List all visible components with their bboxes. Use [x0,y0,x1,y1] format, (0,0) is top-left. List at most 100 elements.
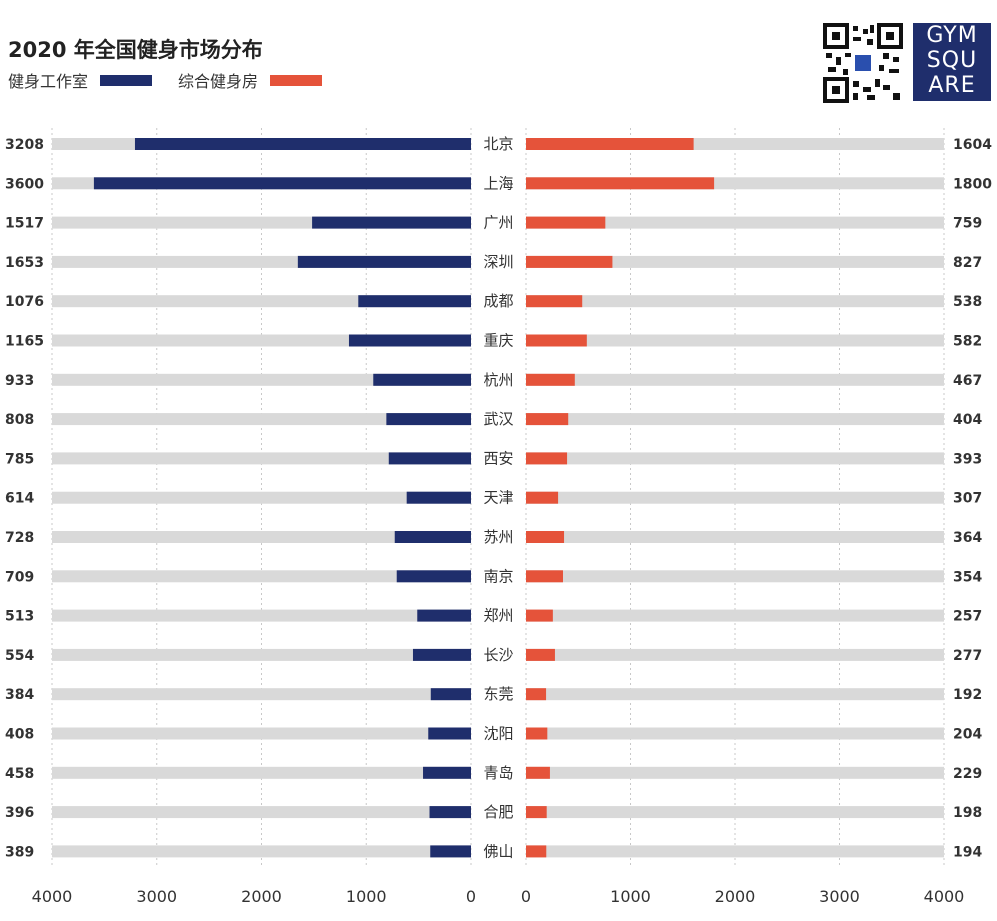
logo-line-3: ARE [928,73,976,98]
value-label-gym: 229 [953,766,982,782]
bar-track-right [526,648,944,661]
bar-studio [394,531,471,543]
value-label-gym: 467 [953,373,982,389]
bar-studio [373,373,471,386]
bar-gym [526,609,553,622]
bar-studio [430,845,471,858]
category-label: 合肥 [483,803,513,821]
bar-gym [526,295,583,308]
bar-gym [526,452,568,465]
tick-label-right: 0 [521,887,531,906]
value-label-gym: 1800 [953,176,992,192]
bar-gym [526,255,613,268]
category-label: 上海 [483,174,513,192]
bar-track-right [526,452,944,465]
bar-track-right [526,334,944,347]
value-label-studio: 389 [5,844,34,860]
bar-track-left [52,373,471,386]
value-label-gym: 277 [953,648,982,664]
bar-track-left [52,609,471,622]
value-label-studio: 933 [5,373,34,389]
category-label: 南京 [483,567,513,585]
logo-line-1: GYM [926,23,978,48]
value-label-studio: 1165 [5,334,44,350]
gymsquare-logo: GYM SQU ARE [913,23,991,101]
bar-track-right [526,255,944,268]
value-label-gym: 198 [953,805,982,821]
tick-label-right: 2000 [715,887,756,906]
value-label-gym: 1604 [953,137,992,153]
category-label: 东莞 [483,685,513,703]
bar-studio [358,295,471,308]
value-label-studio: 396 [5,805,34,821]
bar-gym [526,727,548,740]
bar-gym [526,373,575,386]
legend-label-gym: 综合健身房 [178,72,259,91]
bar-studio [417,609,471,622]
category-label: 深圳 [483,253,513,271]
value-label-studio: 1517 [5,216,44,232]
tick-label-right: 1000 [610,887,651,906]
bar-studio [386,413,471,426]
value-label-gym: 307 [953,491,982,507]
bar-studio [396,570,471,583]
value-label-gym: 194 [953,844,982,860]
qr-code-icon [823,23,903,103]
value-label-gym: 404 [953,412,982,428]
bar-studio [388,452,471,465]
bar-gym [526,177,715,190]
bar-track-left [52,648,471,661]
legend-swatch-studio [100,74,153,86]
bar-gym [526,491,559,504]
bar-track-left [52,491,471,504]
tick-label-left: 2000 [241,887,282,906]
value-label-studio: 408 [5,727,34,743]
bar-track-right [526,295,944,308]
category-label: 西安 [483,449,513,467]
category-label: 沈阳 [483,725,513,743]
category-label: 成都 [483,292,513,310]
value-label-studio: 728 [5,530,34,546]
bar-track-right [526,766,944,779]
bar-track-left [52,727,471,740]
bar-track-right [526,845,944,858]
bar-track-left [52,688,471,701]
category-label: 广州 [483,214,513,232]
bar-studio [412,648,471,661]
category-label: 长沙 [483,646,513,664]
bar-track-left [52,531,471,543]
value-label-studio: 785 [5,451,34,467]
bar-track-left [52,766,471,779]
tick-label-right: 4000 [924,887,965,906]
bar-track-left [52,413,471,426]
tick-label-left: 1000 [346,887,387,906]
value-label-studio: 1653 [5,255,44,271]
bar-track-right [526,609,944,622]
bar-gym [526,531,565,543]
tick-label-left: 0 [466,887,476,906]
bar-track-right [526,806,944,819]
value-label-studio: 808 [5,412,34,428]
legend-swatch-gym [270,74,323,86]
value-label-studio: 3208 [5,137,44,153]
bar-studio [430,688,471,701]
bar-studio [134,138,471,150]
value-label-studio: 513 [5,609,34,625]
category-label: 郑州 [483,607,513,625]
bar-track-right [526,216,944,229]
value-label-gym: 582 [953,334,982,350]
bar-gym [526,138,694,150]
value-label-studio: 384 [5,687,34,703]
category-label: 佛山 [483,842,513,860]
bar-track-left [52,845,471,858]
bar-studio [429,806,471,819]
bar-track-right [526,413,944,426]
value-label-gym: 759 [953,216,982,232]
value-label-gym: 538 [953,294,982,310]
bar-track-right [526,531,944,543]
bar-gym [526,334,587,347]
category-label: 北京 [483,135,513,153]
bar-track-right [526,688,944,701]
value-label-studio: 1076 [5,294,44,310]
